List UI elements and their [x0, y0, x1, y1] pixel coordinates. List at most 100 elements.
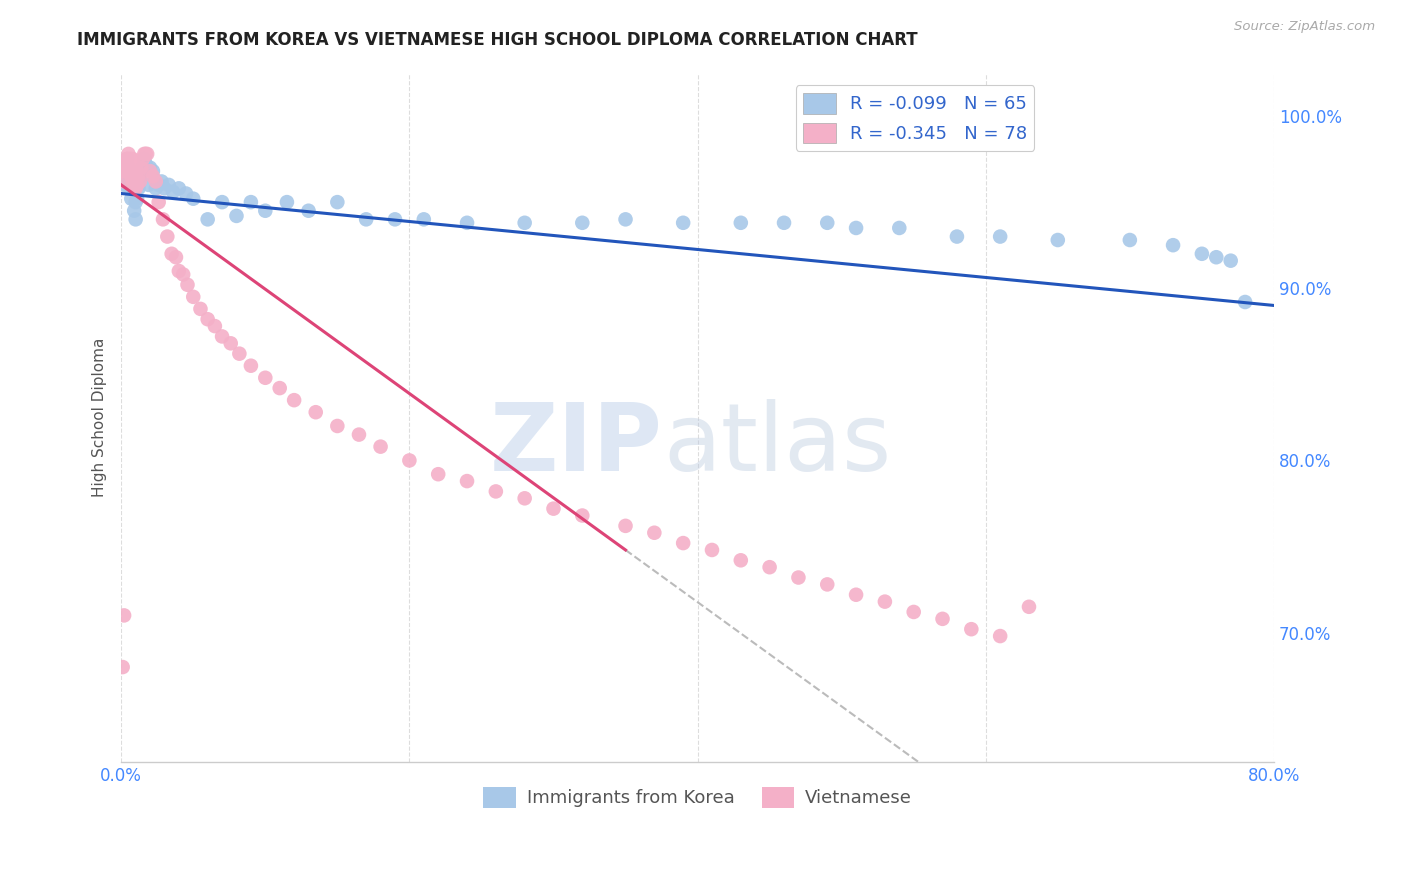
Point	[128, 181, 150, 195]
Point	[118, 169, 141, 184]
Point	[211, 195, 233, 210]
Point	[543, 501, 565, 516]
Point	[456, 216, 478, 230]
Point	[121, 181, 143, 195]
Text: ZIP: ZIP	[491, 399, 664, 491]
Point	[845, 588, 868, 602]
Point	[152, 212, 174, 227]
Point	[112, 174, 135, 188]
Point	[165, 250, 187, 264]
Text: atlas: atlas	[664, 399, 891, 491]
Point	[118, 161, 141, 175]
Point	[427, 467, 450, 482]
Point	[115, 152, 138, 166]
Point	[162, 185, 184, 199]
Point	[134, 152, 156, 166]
Point	[730, 553, 752, 567]
Point	[139, 161, 162, 175]
Point	[129, 169, 152, 184]
Point	[115, 152, 138, 166]
Point	[181, 290, 204, 304]
Point	[672, 536, 695, 550]
Point	[118, 181, 141, 195]
Point	[1018, 599, 1040, 614]
Point	[114, 169, 136, 184]
Point	[211, 329, 233, 343]
Point	[456, 474, 478, 488]
Text: Source: ZipAtlas.com: Source: ZipAtlas.com	[1234, 20, 1375, 33]
Point	[115, 152, 138, 166]
Point	[112, 608, 135, 623]
Point	[114, 161, 136, 175]
Point	[132, 152, 155, 166]
Point	[117, 169, 139, 184]
Point	[1046, 233, 1069, 247]
Point	[131, 161, 153, 175]
Point	[1219, 253, 1241, 268]
Point	[142, 164, 165, 178]
Point	[124, 212, 146, 227]
Point	[239, 359, 262, 373]
Point	[121, 174, 143, 188]
Point	[167, 181, 190, 195]
Point	[370, 440, 392, 454]
Point	[643, 525, 665, 540]
Point	[117, 152, 139, 166]
Point	[135, 147, 157, 161]
Point	[115, 178, 138, 192]
Point	[124, 161, 146, 175]
Point	[115, 164, 138, 178]
Point	[174, 186, 197, 201]
Point	[135, 157, 157, 171]
Point	[122, 157, 145, 171]
Point	[125, 178, 148, 192]
Point	[571, 508, 593, 523]
Point	[1161, 238, 1184, 252]
Point	[239, 195, 262, 210]
Text: IMMIGRANTS FROM KOREA VS VIETNAMESE HIGH SCHOOL DIPLOMA CORRELATION CHART: IMMIGRANTS FROM KOREA VS VIETNAMESE HIGH…	[77, 31, 918, 49]
Point	[120, 152, 142, 166]
Point	[903, 605, 925, 619]
Point	[254, 203, 277, 218]
Point	[139, 164, 162, 178]
Point	[845, 221, 868, 235]
Point	[219, 336, 242, 351]
Point	[326, 195, 349, 210]
Point	[347, 427, 370, 442]
Point	[513, 491, 536, 506]
Point	[326, 419, 349, 434]
Point	[1234, 295, 1257, 310]
Point	[815, 216, 838, 230]
Point	[1119, 233, 1142, 247]
Point	[758, 560, 780, 574]
Point	[129, 174, 152, 188]
Point	[145, 181, 167, 195]
Point	[124, 195, 146, 210]
Point	[988, 229, 1011, 244]
Point	[111, 660, 134, 674]
Point	[111, 164, 134, 178]
Point	[276, 195, 298, 210]
Point	[988, 629, 1011, 643]
Point	[225, 209, 247, 223]
Point	[112, 157, 135, 171]
Point	[134, 147, 156, 161]
Point	[136, 147, 159, 161]
Point	[117, 161, 139, 175]
Point	[125, 164, 148, 178]
Point	[132, 161, 155, 175]
Point	[167, 264, 190, 278]
Point	[269, 381, 291, 395]
Point	[815, 577, 838, 591]
Point	[398, 453, 420, 467]
Point	[730, 216, 752, 230]
Point	[124, 181, 146, 195]
Point	[787, 570, 810, 584]
Point	[136, 161, 159, 175]
Point	[354, 212, 377, 227]
Point	[773, 216, 796, 230]
Point	[112, 178, 135, 192]
Point	[118, 152, 141, 166]
Point	[156, 229, 179, 244]
Point	[889, 221, 911, 235]
